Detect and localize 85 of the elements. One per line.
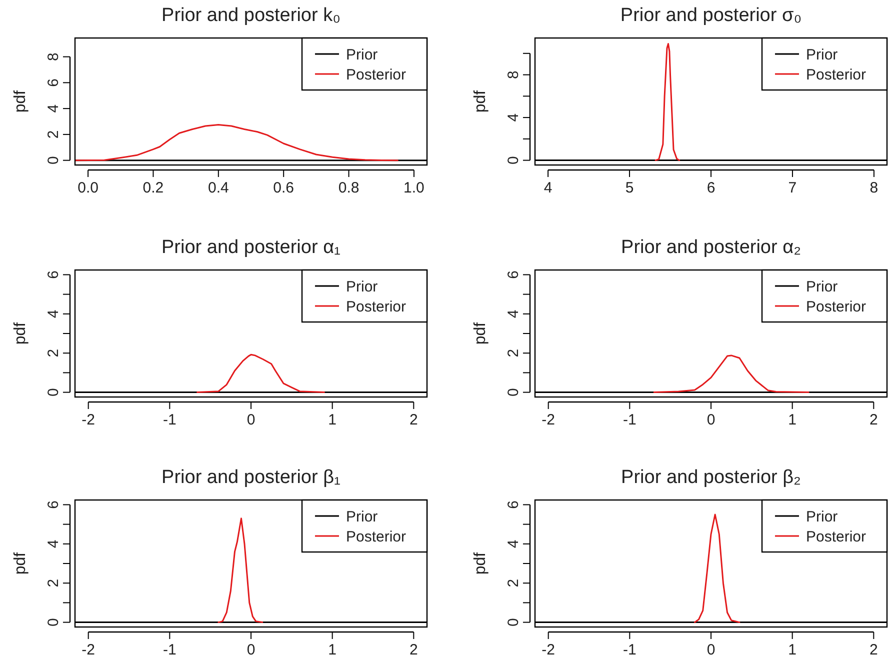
x-tick-label: 0 (706, 642, 716, 659)
x-tick-label: -2 (82, 642, 96, 659)
legend-label: Posterior (806, 66, 866, 84)
chart-title: Prior and posterior σ₀ (620, 5, 802, 26)
y-tick-label: 6 (45, 270, 62, 279)
x-tick-label: 1 (788, 412, 797, 429)
y-tick-label: 8 (45, 52, 62, 61)
x-tick-label: 2 (869, 642, 878, 659)
x-tick-label: -1 (162, 642, 176, 659)
y-tick-label: 4 (45, 104, 62, 113)
x-tick-label: 0 (246, 412, 256, 429)
y-tick-label: 2 (505, 348, 522, 358)
y-tick-label: 4 (505, 113, 522, 122)
legend-label: Posterior (346, 66, 406, 84)
line-series (75, 124, 398, 162)
y-tick-label: 2 (45, 578, 62, 588)
line-series (694, 514, 740, 624)
line-series (196, 354, 325, 394)
y-tick-label: 4 (45, 540, 62, 548)
x-tick-label: 0.2 (142, 180, 164, 197)
x-tick-label: 0.8 (338, 180, 360, 197)
x-tick-label: 1 (328, 412, 337, 429)
x-tick-label: 2 (409, 642, 418, 659)
x-tick-label: 1 (328, 642, 337, 659)
x-tick-label: 2 (409, 412, 418, 429)
legend-label: Prior (806, 278, 838, 296)
x-tick-label: 0.4 (208, 180, 229, 197)
chart-title: Prior and posterior α₁ (162, 237, 340, 258)
y-axis-title: pdf (12, 552, 29, 575)
legend-label: Posterior (806, 298, 866, 316)
x-tick-label: -2 (542, 642, 556, 659)
y-tick-label: 6 (45, 500, 62, 509)
legend-label: Prior (346, 508, 378, 526)
y-tick-label: 2 (45, 348, 62, 358)
y-tick-label: 0 (45, 388, 62, 396)
chart-title: Prior and posterior β₂ (621, 467, 801, 488)
x-tick-label: 1 (788, 642, 797, 659)
chart-title: Prior and posterior β₁ (162, 467, 340, 488)
x-tick-label: 1.0 (404, 180, 424, 197)
legend-label: Prior (346, 46, 378, 64)
x-tick-label: 0.6 (273, 180, 294, 197)
x-tick-label: 5 (625, 180, 634, 197)
y-axis-title: pdf (12, 322, 29, 345)
x-tick-label: 0 (706, 412, 716, 429)
x-tick-label: -2 (542, 412, 556, 429)
y-axis-title: pdf (472, 90, 489, 113)
x-tick-label: 7 (788, 180, 797, 197)
chart-title: Prior and posterior α₂ (621, 237, 801, 258)
x-tick-label: -2 (82, 412, 96, 429)
legend-label: Posterior (346, 298, 406, 316)
x-tick-label: 6 (706, 180, 716, 197)
x-tick-label: 0 (246, 642, 256, 659)
y-tick-label: 6 (45, 78, 62, 87)
legend-label: Prior (346, 278, 378, 296)
legend-label: Posterior (346, 528, 406, 546)
legend-label: Prior (806, 508, 838, 526)
legend-label: Prior (806, 46, 838, 64)
x-tick-label: 0.0 (78, 180, 98, 197)
y-tick-label: 0 (505, 388, 522, 396)
y-tick-label: 4 (505, 540, 522, 548)
y-tick-label: 4 (45, 310, 62, 318)
y-axis-title: pdf (12, 90, 29, 113)
y-tick-label: 6 (505, 500, 522, 509)
x-tick-label: -1 (622, 642, 636, 659)
chart-title: Prior and posterior k₀ (162, 5, 340, 26)
line-series (653, 354, 810, 394)
y-tick-label: 2 (505, 578, 522, 588)
y-tick-label: 0 (505, 618, 522, 626)
x-tick-label: 4 (544, 180, 552, 197)
y-axis-title: pdf (472, 322, 489, 345)
y-tick-label: 0 (505, 156, 522, 164)
y-tick-label: 8 (505, 70, 522, 79)
x-tick-label: -1 (622, 412, 636, 429)
y-axis-title: pdf (472, 552, 489, 575)
y-tick-label: 0 (45, 618, 62, 626)
legend-label: Posterior (806, 528, 866, 546)
y-tick-label: 2 (45, 130, 62, 139)
line-series (654, 43, 680, 162)
line-series (218, 518, 264, 624)
y-tick-label: 0 (45, 156, 62, 165)
x-tick-label: -1 (162, 412, 176, 429)
y-tick-label: 4 (505, 310, 522, 318)
x-tick-label: 2 (869, 412, 878, 429)
y-tick-label: 6 (505, 270, 522, 279)
x-tick-label: 8 (870, 180, 878, 197)
